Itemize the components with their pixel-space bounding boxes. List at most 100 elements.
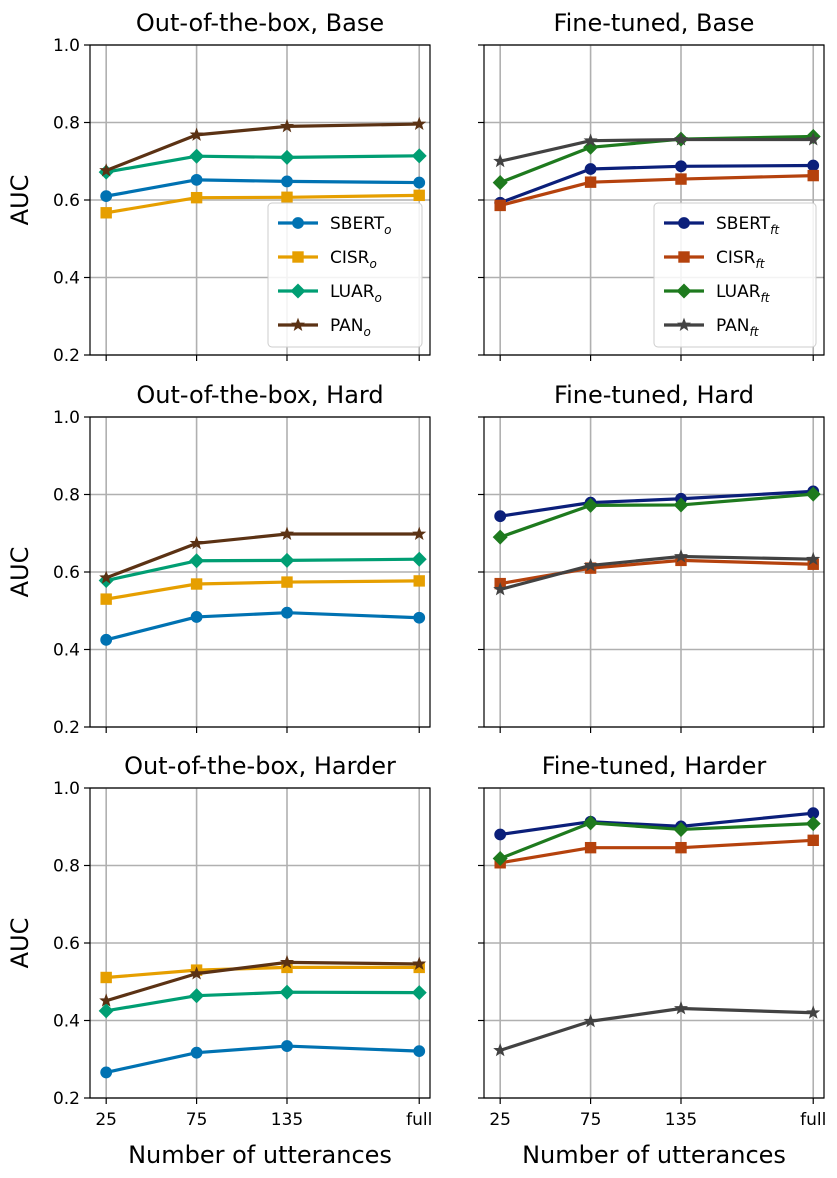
data-point-PAN_ft bbox=[674, 1001, 688, 1015]
x-tick-label: 25 bbox=[95, 1110, 117, 1130]
data-point-PAN_o bbox=[280, 526, 294, 540]
data-point-SBERT_o bbox=[100, 633, 113, 646]
panel-4: 0.2 0.4 0.6 0.8 1.0 25 75 135 full Out-of-the-box… bbox=[6, 752, 432, 1169]
panel-3: Fine-tuned, Hard bbox=[478, 381, 825, 733]
data-point-SBERT_o bbox=[281, 1040, 293, 1052]
data-point-PAN_o bbox=[412, 116, 427, 130]
series-line-PAN_ft bbox=[499, 137, 814, 163]
data-point-SBERT_o bbox=[281, 175, 293, 188]
data-point-SBERT_o bbox=[413, 611, 426, 624]
data-point-SBERT_ft bbox=[675, 160, 687, 173]
y-tick-label: 0.4 bbox=[53, 269, 80, 289]
data-point-PAN_ft bbox=[674, 549, 688, 563]
data-point-SBERT_ft bbox=[584, 163, 597, 175]
panel-0: 0.2 0.4 0.6 0.8 1.0 Out-of-the-box, Base AUC SB… bbox=[6, 9, 431, 366]
legend-box bbox=[653, 202, 817, 348]
series-line-LUAR_o bbox=[105, 557, 420, 583]
data-point-SBERT_o bbox=[281, 606, 293, 619]
data-point-PAN_o bbox=[99, 570, 114, 584]
y-tick-label: 0.8 bbox=[53, 114, 80, 134]
series-line-CISR_o bbox=[106, 965, 420, 980]
data-point-CISR_ft bbox=[584, 841, 597, 854]
data-point-PAN_o bbox=[412, 956, 427, 970]
legend-marker-CISR_ft bbox=[678, 251, 690, 263]
data-point-PAN_o bbox=[280, 119, 294, 133]
legend-label-subscript: o bbox=[384, 223, 391, 237]
data-point-SBERT_o bbox=[190, 1046, 203, 1059]
data-point-PAN_o bbox=[189, 535, 204, 550]
data-point-CISR_ft bbox=[584, 176, 597, 188]
data-point-PAN_ft bbox=[583, 558, 598, 572]
data-point-SBERT_ft bbox=[494, 828, 507, 841]
panel-title: Fine-tuned, Base bbox=[554, 9, 755, 37]
data-point-CISR_o bbox=[281, 576, 293, 588]
data-point-SBERT_o bbox=[100, 1066, 113, 1079]
legend-marker-LUAR_o bbox=[290, 283, 306, 299]
data-point-LUAR_o bbox=[411, 148, 427, 164]
legend-label-subscript: ft bbox=[750, 325, 760, 339]
series-line-LUAR_ft bbox=[499, 821, 814, 861]
data-point-PAN_o bbox=[280, 955, 294, 969]
data-point-CISR_o bbox=[413, 575, 425, 587]
data-point-LUAR_o bbox=[279, 552, 295, 568]
data-point-LUAR_o bbox=[189, 553, 205, 569]
panel-title: Out-of-the-box, Harder bbox=[124, 752, 396, 780]
data-point-LUAR_o bbox=[98, 1003, 114, 1019]
legend-label-subscript: ft bbox=[770, 223, 780, 237]
y-axis-label: AUC bbox=[6, 918, 34, 969]
panel-title: Out-of-the-box, Hard bbox=[136, 381, 383, 409]
legend-label-base: SBERT bbox=[716, 214, 771, 234]
y-axis-label: AUC bbox=[6, 175, 34, 226]
legend-label: CISRo bbox=[330, 248, 377, 271]
data-point-CISR_ft bbox=[807, 169, 819, 182]
x-tick-label: full bbox=[800, 1110, 826, 1130]
data-point-PAN_ft bbox=[674, 132, 688, 146]
data-point-CISR_o bbox=[413, 189, 425, 202]
data-point-PAN_o bbox=[189, 966, 204, 980]
data-point-PAN_ft bbox=[583, 133, 598, 147]
data-point-SBERT_o bbox=[100, 190, 113, 203]
data-point-LUAR_o bbox=[411, 985, 427, 1001]
data-point-LUAR_ft bbox=[492, 529, 508, 545]
x-tick-label: 75 bbox=[580, 1110, 602, 1130]
panel-title: Fine-tuned, Harder bbox=[542, 752, 767, 780]
data-point-CISR_ft bbox=[675, 173, 687, 185]
data-point-CISR_o bbox=[100, 593, 112, 605]
x-tick-label: 25 bbox=[489, 1110, 511, 1130]
x-tick-label: 135 bbox=[665, 1110, 697, 1130]
legend-marker-PAN_ft bbox=[677, 317, 691, 331]
panel-5: 25 75 135 full Fine-tuned, Harder Number of u… bbox=[478, 752, 826, 1169]
x-tick-label: 75 bbox=[186, 1110, 208, 1130]
legend-label: CISRft bbox=[716, 248, 766, 271]
legend-marker-LUAR_ft bbox=[676, 283, 692, 299]
y-tick-label: 0.4 bbox=[53, 1012, 80, 1032]
data-point-LUAR_ft bbox=[492, 175, 508, 191]
series-line-PAN_o bbox=[105, 122, 420, 173]
data-point-CISR_o bbox=[100, 971, 112, 984]
data-point-PAN_o bbox=[99, 163, 114, 177]
legend-label: SBERTo bbox=[330, 214, 392, 237]
data-point-CISR_o bbox=[281, 191, 293, 203]
legend-label-base: PAN bbox=[716, 316, 750, 336]
data-point-SBERT_ft bbox=[494, 510, 507, 523]
data-point-CISR_ft bbox=[675, 841, 687, 854]
series-line-PAN_o bbox=[105, 532, 420, 580]
data-point-LUAR_ft bbox=[805, 816, 821, 832]
panel-title: Out-of-the-box, Base bbox=[136, 9, 384, 37]
y-tick-label: 0.8 bbox=[53, 486, 80, 506]
y-tick-label: 0.6 bbox=[53, 934, 80, 954]
data-point-PAN_ft bbox=[493, 153, 508, 168]
series-line-SBERT_ft bbox=[499, 163, 814, 205]
data-point-CISR_ft bbox=[494, 199, 506, 212]
y-axis-label: AUC bbox=[6, 547, 34, 598]
data-point-LUAR_ft bbox=[673, 821, 689, 837]
legend-marker-SBERT_o bbox=[292, 217, 304, 229]
y-tick-label: 1.0 bbox=[53, 779, 80, 799]
legend-label-subscript: o bbox=[370, 257, 377, 271]
legend-label-subscript: ft bbox=[756, 257, 766, 271]
data-point-SBERT_o bbox=[190, 173, 203, 186]
series-line-CISR_ft bbox=[499, 838, 814, 865]
data-point-CISR_o bbox=[190, 191, 203, 204]
x-axis-label: Number of utterances bbox=[128, 1141, 392, 1169]
